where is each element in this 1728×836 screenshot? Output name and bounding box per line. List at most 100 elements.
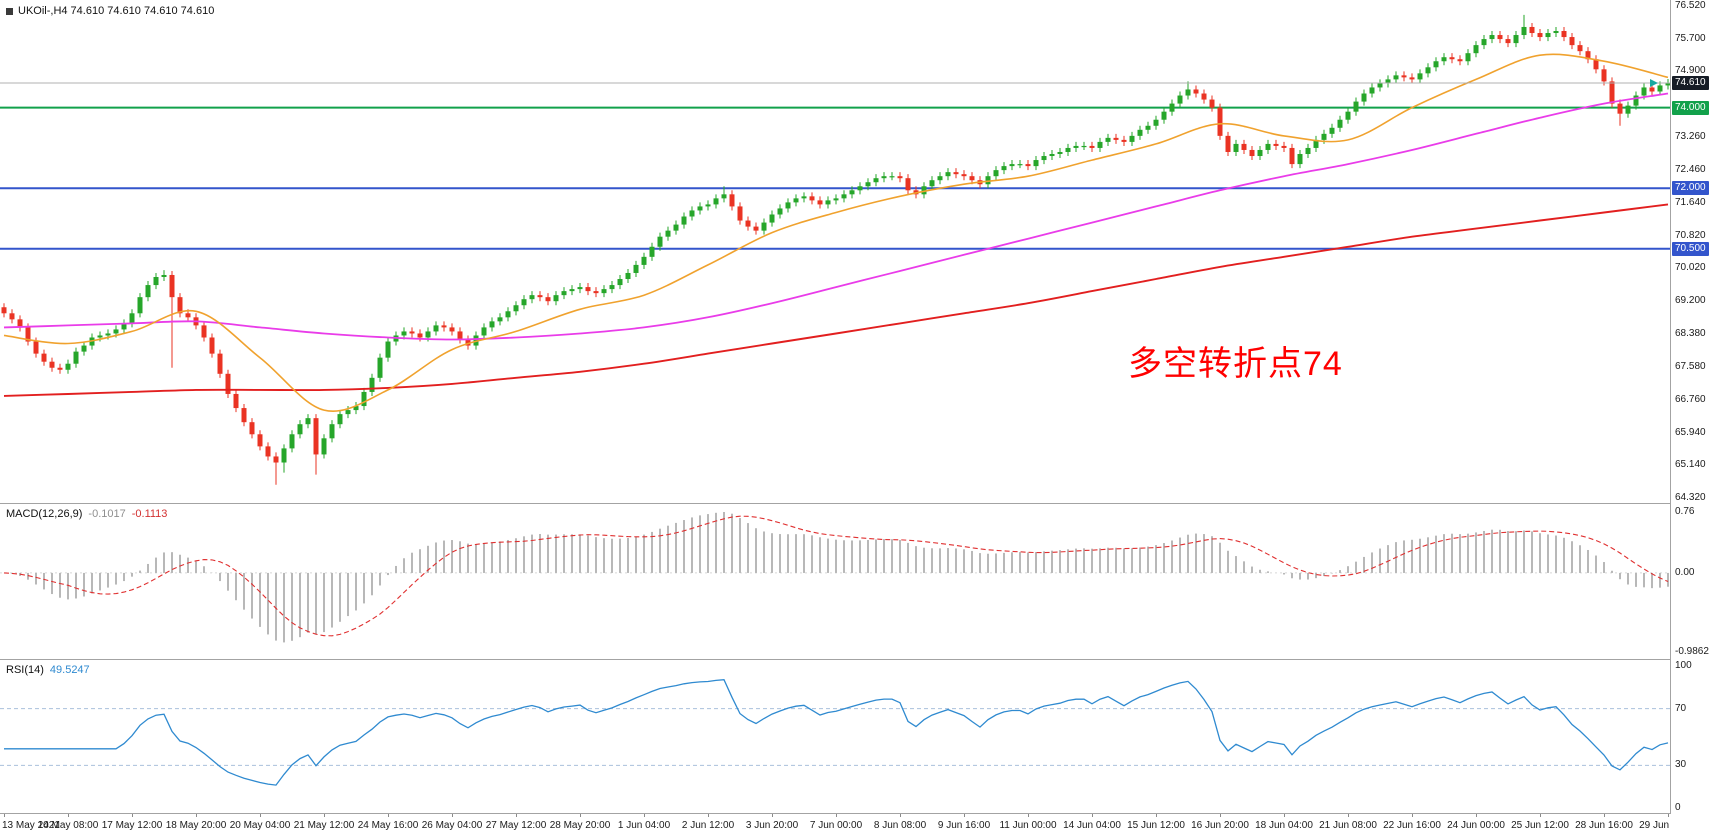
time-tick [772, 814, 773, 817]
macd-indicator-canvas[interactable] [0, 504, 1670, 659]
time-axis-label: 1 Jun 04:00 [617, 820, 671, 831]
time-tick [132, 814, 133, 817]
rsi-label: RSI(14) 49.5247 [6, 664, 90, 676]
price-tick-label: 68.380 [1675, 328, 1706, 340]
panel-separator[interactable] [0, 659, 1728, 660]
rsi-tick-label: 30 [1675, 759, 1687, 771]
price-tick-label: 67.580 [1675, 360, 1706, 372]
time-axis-label: 15 Jun 12:00 [1127, 820, 1185, 831]
chart-title-text: UKOil-,H4 74.610 74.610 74.610 74.610 [18, 5, 215, 17]
time-axis-label: 11 Jun 00:00 [999, 820, 1057, 831]
time-axis-label: 16 Jun 20:00 [1191, 820, 1249, 831]
price-tick-label: 69.200 [1675, 295, 1706, 307]
time-tick [68, 814, 69, 817]
time-tick [708, 814, 709, 817]
time-tick [900, 814, 901, 817]
time-axis-label: 21 May 12:00 [293, 820, 355, 831]
time-axis-label: 21 Jun 08:00 [1319, 820, 1377, 831]
time-axis-label: 27 May 12:00 [485, 820, 547, 831]
price-badge: 74.610 [1672, 76, 1709, 91]
time-axis-label: 28 Jun 16:00 [1575, 820, 1633, 831]
time-tick [1668, 814, 1669, 817]
time-axis-label: 24 Jun 00:00 [1447, 820, 1505, 831]
price-chart-canvas[interactable] [0, 0, 1670, 503]
time-tick [1348, 814, 1349, 817]
time-axis-label: 24 May 16:00 [357, 820, 419, 831]
price-tick-label: 73.260 [1675, 131, 1706, 143]
price-tick-label: 74.900 [1675, 65, 1706, 77]
price-badge: 74.000 [1672, 100, 1709, 115]
chart-symbol-icon [6, 7, 13, 15]
time-tick [964, 814, 965, 817]
macd-signal-line [3, 515, 1669, 637]
time-tick [324, 814, 325, 817]
time-tick [1476, 814, 1477, 817]
ma-mid-line [3, 92, 1669, 341]
time-tick [260, 814, 261, 817]
candles-layer [1, 14, 1670, 485]
time-axis-label: 17 May 12:00 [101, 820, 163, 831]
time-axis-label: 7 Jun 00:00 [809, 820, 863, 831]
time-tick [196, 814, 197, 817]
time-axis-label: 18 May 20:00 [165, 820, 227, 831]
axis-divider [1670, 0, 1671, 836]
macd-main-value: -0.1017 [88, 508, 126, 520]
macd-tick-label: 0.76 [1675, 506, 1695, 517]
price-tick-label: 65.140 [1675, 458, 1706, 470]
time-axis-label: 14 May 08:00 [37, 820, 99, 831]
macd-label: MACD(12,26,9) -0.1017 -0.1113 [6, 508, 167, 520]
time-tick [1092, 814, 1093, 817]
price-badge: 70.500 [1672, 241, 1709, 256]
time-axis-label: 13 May 2021 [2, 820, 60, 831]
panel-separator[interactable] [0, 503, 1728, 504]
time-tick [644, 814, 645, 817]
time-tick [1412, 814, 1413, 817]
macd-tick-label: 0.00 [1675, 566, 1695, 578]
time-tick [1028, 814, 1029, 817]
time-axis-label: 8 Jun 08:00 [873, 820, 927, 831]
time-axis-label: 29 Jun 21:15 [1639, 820, 1697, 831]
macd-histogram [11, 512, 1669, 643]
time-tick [1156, 814, 1157, 817]
time-axis-label: 2 Jun 12:00 [681, 820, 735, 831]
price-tick-label: 70.820 [1675, 229, 1706, 241]
price-badge: 72.000 [1672, 181, 1709, 196]
macd-signal-value: -0.1113 [131, 508, 168, 520]
time-tick [836, 814, 837, 817]
time-axis-label: 25 Jun 12:00 [1511, 820, 1569, 831]
price-tick-label: 64.320 [1675, 492, 1706, 503]
ma-slow-line [3, 203, 1669, 397]
rsi-tick-label: 100 [1675, 660, 1692, 671]
price-tick-label: 70.020 [1675, 262, 1706, 274]
rsi-tick-label: 70 [1675, 702, 1687, 714]
macd-tick-label: -0.9862 [1675, 646, 1709, 657]
time-axis-label: 28 May 20:00 [549, 820, 611, 831]
time-axis-label: 20 May 04:00 [229, 820, 291, 831]
time-tick [1284, 814, 1285, 817]
time-axis-label: 9 Jun 16:00 [937, 820, 991, 831]
time-axis[interactable]: 13 May 2021 14 May 08:00 17 May 12:00 18 Ma… [0, 814, 1728, 836]
price-axis[interactable]: 76.520 75.700 74.900 73.260 72.460 71.640 70.8… [1671, 0, 1728, 836]
time-tick [580, 814, 581, 817]
time-tick [1604, 814, 1605, 817]
price-tick-label: 65.940 [1675, 426, 1706, 438]
time-axis-label: 14 Jun 04:00 [1063, 820, 1121, 831]
time-tick [1220, 814, 1221, 817]
price-tick-label: 75.700 [1675, 33, 1706, 45]
time-axis-label: 22 Jun 16:00 [1383, 820, 1441, 831]
time-tick [1540, 814, 1541, 817]
ma-fast-line [3, 53, 1669, 412]
price-tick-label: 66.760 [1675, 393, 1706, 405]
rsi-tick-label: 0 [1675, 802, 1681, 813]
macd-name: MACD(12,26,9) [6, 508, 83, 520]
time-axis-label: 3 Jun 20:00 [745, 820, 799, 831]
current-price-arrow-icon [1650, 79, 1658, 88]
chart-title: UKOil-,H4 74.610 74.610 74.610 74.610 [6, 5, 214, 17]
hlines-layer [0, 82, 1670, 250]
rsi-name: RSI(14) [6, 664, 44, 676]
rsi-indicator-canvas[interactable] [0, 660, 1670, 813]
price-tick-label: 76.520 [1675, 0, 1706, 11]
time-tick [516, 814, 517, 817]
rsi-value: 49.5247 [49, 664, 90, 676]
